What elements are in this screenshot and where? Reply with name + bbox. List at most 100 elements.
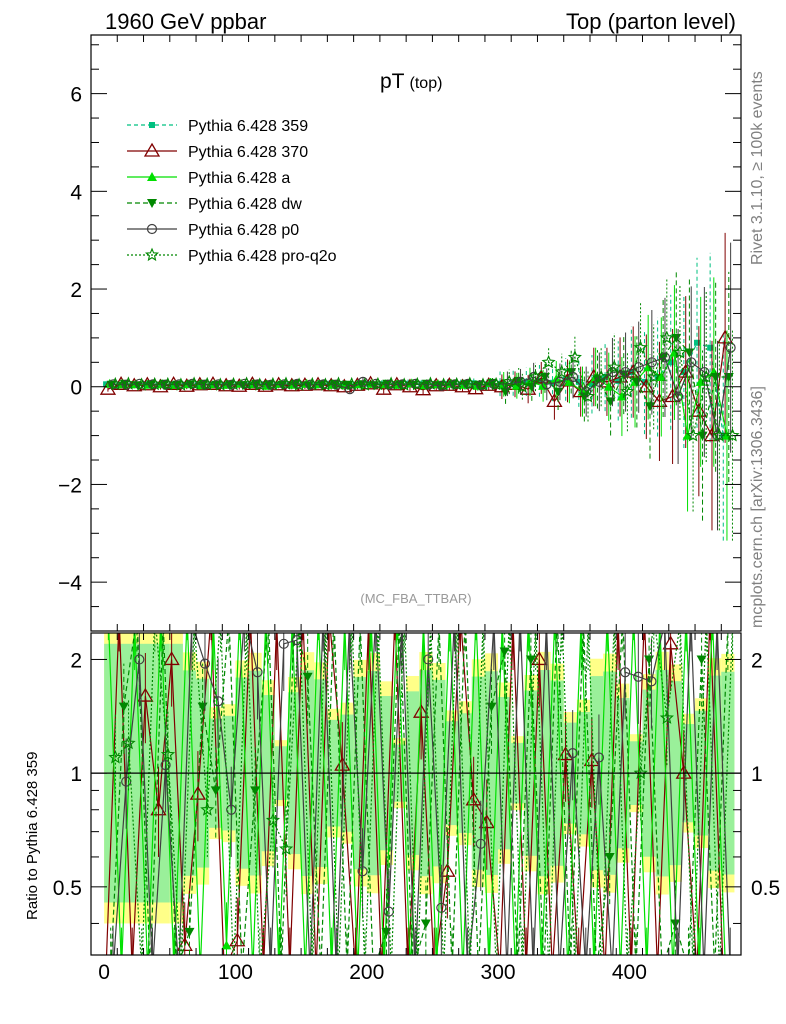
main-y-tick-label: 2 [70, 279, 82, 302]
ratio-data-point [662, 635, 679, 650]
x-tick-label: 0 [98, 961, 110, 984]
data-point [339, 381, 346, 388]
data-point [694, 339, 701, 346]
ratio-data-point [557, 746, 574, 761]
main-frame [90, 34, 742, 632]
data-point [121, 376, 136, 390]
data-point [410, 376, 425, 391]
ratio-y-tick-label-right: 2 [751, 649, 763, 672]
ratio-data-point [302, 672, 313, 682]
data-point [659, 330, 674, 344]
legend-item: Pythia 6.428 pro-q2o [127, 247, 337, 265]
data-point [541, 354, 556, 369]
data-point [684, 348, 695, 358]
data-point [686, 428, 701, 442]
ratio-data-point [357, 866, 368, 877]
data-point [239, 376, 254, 390]
data-point [631, 377, 642, 387]
data-point [646, 369, 661, 383]
data-point [383, 376, 399, 390]
series-pythia-6-428-pro-q2o [108, 278, 740, 541]
ratio-data-point [189, 785, 207, 800]
main-y-tick-label: 6 [70, 84, 82, 107]
legend-label: Pythia 6.428 p0 [188, 222, 299, 239]
legend-marker [147, 172, 157, 181]
data-point [603, 381, 614, 391]
ratio-y-axis-label: Ratio to Pythia 6.428 359 [24, 752, 41, 920]
data-point [615, 377, 622, 384]
ratio-data-point [118, 702, 129, 712]
ratio-y-tick-label: 0.5 [53, 877, 82, 900]
ratio-data-point [531, 651, 548, 666]
ratio-y-tick-label-right: 0.5 [751, 877, 780, 900]
data-point [594, 369, 609, 383]
ratio-data-point [160, 760, 171, 771]
legend-label: Pythia 6.428 dw [188, 196, 302, 213]
main-panel: −4 −2 0 2 4 6 pT (top) (MC_FBA_TTBAR) Pythia 6… [58, 34, 742, 632]
ratio-series-line [113, 633, 731, 955]
data-point [147, 376, 162, 391]
data-point [108, 379, 119, 390]
rivet-version-label: Rivet 3.1.10, ≥ 100k events [749, 71, 766, 265]
data-point [500, 387, 511, 397]
data-point [357, 376, 369, 387]
legend-marker [146, 223, 158, 235]
data-point [725, 342, 736, 353]
ratio-data-point [200, 802, 215, 816]
ratio-data-point [412, 703, 430, 718]
data-point [489, 376, 504, 391]
data-point [160, 376, 175, 391]
data-point [554, 376, 566, 387]
data-point [292, 377, 307, 391]
data-point [686, 357, 697, 368]
ratio-series-line [114, 633, 733, 955]
ratio-data-point [475, 838, 486, 849]
ratio-data-point [423, 654, 434, 665]
ratio-data-point [420, 919, 431, 929]
ratio-series-pythia-6-428-370 [105, 633, 724, 955]
data-point [528, 371, 539, 383]
ratio-data-point [696, 655, 707, 665]
legend-marker [144, 247, 160, 262]
data-point [567, 349, 582, 364]
ratio-frame [90, 632, 742, 956]
data-point [173, 377, 189, 391]
ratio-series-line [105, 633, 724, 955]
ratio-series-pythia-6-428-dw [110, 633, 729, 955]
data-point [462, 376, 477, 390]
data-point [643, 362, 654, 372]
ratio-data-point [226, 804, 237, 815]
data-point [633, 340, 648, 354]
legend-marker [149, 122, 155, 128]
ratio-data-point [184, 927, 195, 937]
header-left-title: 1960 GeV ppbar [105, 9, 266, 34]
data-point [553, 387, 564, 397]
mcplots-reference-label: mcplots.cern.ch [arXiv:1306.3436] [749, 386, 766, 628]
data-point [554, 364, 569, 379]
ratio-series-pythia-6-428-p0 [112, 633, 731, 955]
ratio-y-tick-label: 2 [70, 649, 82, 672]
series-pythia-6-428-a [104, 277, 732, 541]
data-point [699, 369, 714, 383]
ratio-data-point [210, 786, 221, 796]
data-point [656, 371, 667, 381]
data-point [712, 428, 727, 442]
x-tick-label: 400 [612, 961, 647, 984]
data-point [502, 374, 517, 388]
data-point [539, 372, 550, 382]
data-point [538, 380, 549, 390]
data-point [515, 376, 526, 387]
main-y-tick-label: 0 [70, 377, 82, 400]
data-point [252, 377, 267, 391]
ratio-y-tick-label: 1 [70, 763, 82, 786]
data-point [607, 359, 622, 374]
ratio-data-point [646, 676, 657, 687]
ratio-data-point [252, 667, 263, 678]
legend-item: Pythia 6.428 359 [127, 118, 308, 135]
data-point [695, 376, 706, 386]
data-point [187, 376, 202, 390]
data-point [213, 377, 228, 391]
data-point [699, 366, 710, 378]
data-point [672, 345, 687, 359]
series-line [113, 347, 732, 436]
